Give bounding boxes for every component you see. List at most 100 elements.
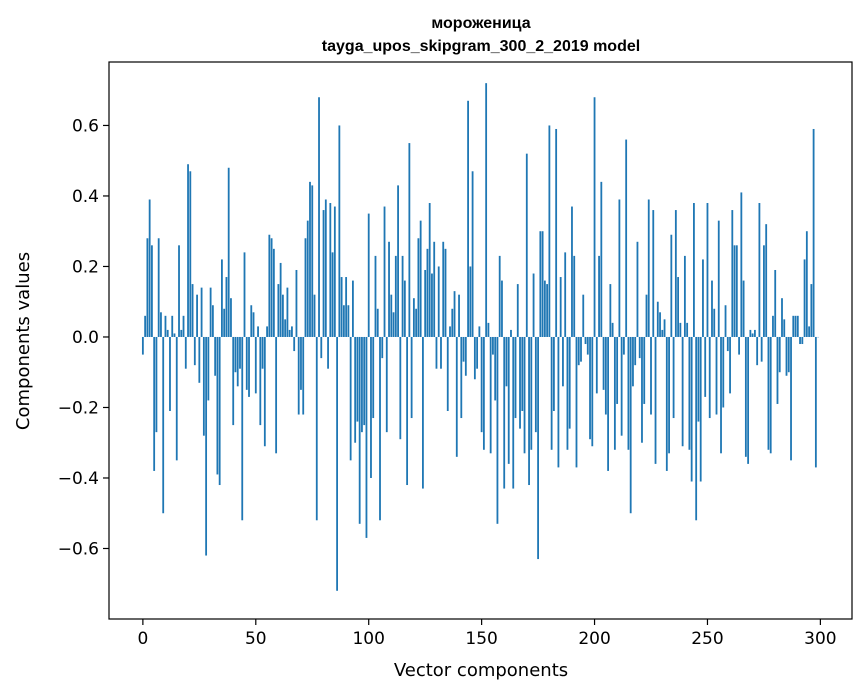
bar bbox=[324, 199, 327, 337]
y-tick-label: 0.6 bbox=[72, 116, 99, 136]
x-tick-label: 250 bbox=[691, 629, 723, 649]
bar bbox=[812, 128, 815, 337]
bar bbox=[397, 185, 399, 337]
bar bbox=[814, 336, 817, 468]
bar bbox=[742, 280, 745, 337]
bar bbox=[460, 336, 463, 419]
bar bbox=[521, 336, 524, 411]
bar bbox=[683, 255, 686, 337]
bar bbox=[184, 336, 187, 369]
bar bbox=[198, 336, 201, 383]
bar bbox=[708, 336, 711, 419]
bar bbox=[668, 336, 670, 454]
bar bbox=[577, 336, 580, 366]
bar bbox=[295, 269, 298, 337]
bar bbox=[564, 252, 567, 337]
bar bbox=[399, 336, 402, 440]
bar bbox=[182, 315, 185, 337]
bar bbox=[311, 185, 314, 337]
bar bbox=[607, 336, 609, 471]
y-tick-label: 0.2 bbox=[72, 257, 99, 277]
bar bbox=[677, 277, 680, 337]
bar bbox=[753, 329, 756, 337]
bar bbox=[738, 336, 740, 355]
bar bbox=[146, 238, 149, 337]
bar bbox=[241, 336, 244, 521]
bar bbox=[419, 220, 422, 337]
bar bbox=[656, 301, 659, 337]
bar bbox=[575, 336, 578, 468]
bar bbox=[537, 336, 539, 560]
bar bbox=[693, 203, 695, 337]
bar bbox=[372, 336, 375, 419]
bar bbox=[586, 336, 589, 355]
bar bbox=[442, 241, 445, 337]
bar bbox=[415, 308, 418, 337]
bar bbox=[428, 203, 431, 337]
bar bbox=[794, 315, 797, 337]
bar bbox=[424, 269, 427, 337]
bar bbox=[252, 312, 255, 337]
bar bbox=[772, 315, 774, 337]
bar bbox=[616, 336, 619, 404]
bar bbox=[320, 336, 323, 359]
bar bbox=[767, 336, 770, 450]
bar bbox=[381, 336, 384, 359]
bar bbox=[221, 259, 223, 337]
y-axis-ticks: −0.6 −0.4 −0.2 0.0 0.2 0.4 0.6 bbox=[58, 116, 109, 559]
bar bbox=[336, 336, 338, 591]
bar bbox=[200, 287, 203, 337]
bar bbox=[178, 245, 180, 337]
bar bbox=[665, 336, 668, 471]
bar bbox=[550, 336, 553, 450]
y-tick-label: −0.6 bbox=[58, 539, 99, 559]
bar bbox=[679, 322, 682, 337]
bar bbox=[270, 238, 273, 337]
bar bbox=[259, 336, 262, 426]
bar bbox=[604, 336, 607, 415]
bar bbox=[751, 333, 754, 337]
x-tick-label: 50 bbox=[245, 629, 267, 649]
bar bbox=[557, 336, 560, 468]
bar bbox=[706, 203, 709, 337]
bar bbox=[175, 336, 178, 461]
bar bbox=[354, 336, 357, 443]
bar bbox=[473, 336, 476, 380]
bar bbox=[763, 245, 765, 337]
bar bbox=[349, 336, 352, 461]
bar bbox=[618, 199, 621, 337]
bar bbox=[629, 336, 632, 514]
bar bbox=[722, 336, 725, 408]
bar bbox=[643, 336, 646, 404]
bar bbox=[435, 336, 438, 369]
bar bbox=[688, 336, 691, 450]
bars-group bbox=[141, 83, 820, 591]
bar bbox=[331, 252, 334, 337]
bar bbox=[211, 305, 214, 337]
bar bbox=[600, 181, 603, 337]
bar bbox=[810, 284, 813, 337]
bar bbox=[778, 336, 781, 373]
bar bbox=[489, 336, 492, 454]
bar bbox=[469, 266, 472, 337]
bar bbox=[559, 277, 562, 337]
bar bbox=[266, 326, 268, 337]
bar bbox=[580, 336, 582, 362]
bar bbox=[318, 97, 320, 337]
bar bbox=[358, 336, 361, 524]
bar bbox=[808, 326, 810, 337]
bar bbox=[645, 294, 648, 337]
bar bbox=[539, 231, 542, 337]
bar bbox=[433, 241, 436, 337]
bar bbox=[785, 336, 788, 376]
bar bbox=[805, 231, 808, 337]
bar bbox=[670, 234, 673, 337]
bar bbox=[422, 336, 424, 489]
bar bbox=[674, 210, 677, 337]
bar bbox=[223, 308, 226, 337]
bar bbox=[342, 305, 345, 337]
bar bbox=[724, 305, 727, 337]
bar bbox=[715, 336, 718, 415]
bar bbox=[230, 298, 232, 337]
